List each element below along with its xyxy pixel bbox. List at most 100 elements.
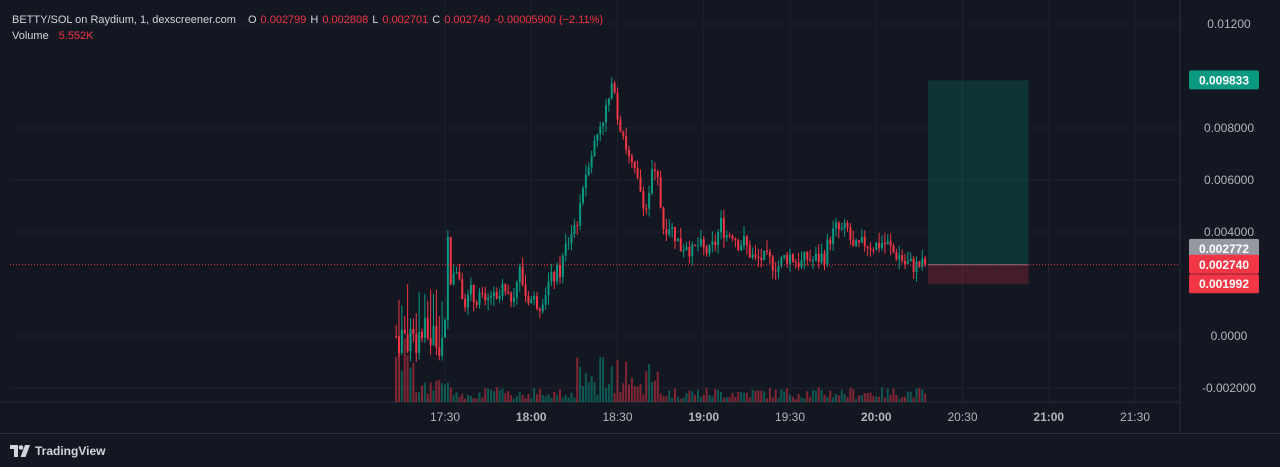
price-axis[interactable]: 0.01200 0.008000 0.006000 0.004000 0.0000 -0.… <box>1189 17 1259 395</box>
volume-bar <box>921 389 924 402</box>
candle-body <box>780 257 783 267</box>
volume-bar <box>610 366 613 402</box>
volume-bar <box>398 345 400 402</box>
candle-body <box>444 320 446 338</box>
candle-body <box>743 236 745 246</box>
volume-bar <box>697 389 699 402</box>
candle-body <box>515 282 518 298</box>
tradingview-logo[interactable]: TradingView <box>10 444 105 458</box>
price-tick-label: 0.01200 <box>1207 17 1251 31</box>
candle-body <box>530 299 533 304</box>
volume-bar <box>613 393 616 402</box>
candle-body <box>912 258 915 272</box>
volume-bar <box>774 389 777 402</box>
candle-body <box>599 126 602 134</box>
symbol-title[interactable]: BETTY/SOL on Raydium, 1, dexscreener.com <box>12 14 236 26</box>
volume-bar <box>418 392 421 402</box>
candle-body <box>921 258 924 267</box>
volume-bar <box>835 393 837 402</box>
volume-bar <box>725 397 728 402</box>
volume-bar <box>754 391 757 402</box>
volume-bar <box>760 390 763 402</box>
candle-body <box>461 279 464 299</box>
volume-bar <box>866 393 869 402</box>
candle-body <box>469 284 472 295</box>
candle-body <box>826 239 829 265</box>
candlestick-series <box>395 77 927 363</box>
volume-bar <box>633 386 636 402</box>
volume-bar <box>561 397 564 402</box>
candle-body <box>679 238 682 252</box>
tradingview-icon <box>10 444 30 457</box>
candle-body <box>691 244 694 257</box>
candle-body <box>564 243 567 256</box>
volume-bar <box>564 394 567 402</box>
volume-bar <box>846 396 849 402</box>
price-tick-label: -0.002000 <box>1202 381 1256 395</box>
volume-bar <box>915 388 918 402</box>
volume-bar <box>423 382 426 402</box>
candle-body <box>423 317 426 338</box>
volume-bar <box>628 384 630 402</box>
candle-body <box>809 259 812 261</box>
candle-body <box>607 98 610 106</box>
volume-bar <box>783 391 786 402</box>
volume-bar <box>694 395 697 402</box>
volume-bar <box>645 371 648 402</box>
volume-bar <box>567 397 570 402</box>
candle-body <box>892 245 895 253</box>
candle-body <box>904 260 906 264</box>
volume-bar <box>814 390 817 402</box>
candle-body <box>731 235 734 239</box>
volume-bar <box>513 398 515 402</box>
candle-body <box>533 296 536 300</box>
candle-body <box>717 232 720 246</box>
candle-body <box>883 242 886 245</box>
candle-body <box>561 255 564 278</box>
candle-body <box>671 226 674 229</box>
volume-bar <box>895 395 898 402</box>
candle-body <box>510 293 513 302</box>
candle-body <box>754 254 757 257</box>
candle-body <box>840 228 843 230</box>
volume-bar <box>533 388 536 402</box>
candle-body <box>518 266 521 283</box>
volume-bar <box>889 394 892 402</box>
volume-bar <box>444 384 446 402</box>
candle-body <box>630 156 633 162</box>
long-position-tool[interactable] <box>928 80 1029 285</box>
volume-bar <box>573 397 576 402</box>
volume-bar <box>605 387 607 402</box>
candle-body <box>869 247 872 250</box>
volume-bar <box>501 388 504 402</box>
time-tick-label: 17:30 <box>430 410 460 424</box>
open-label: O <box>247 14 257 26</box>
volume-bar <box>593 381 596 402</box>
volume-bar <box>711 396 714 402</box>
volume-bar <box>639 384 642 402</box>
volume-bar <box>400 370 403 402</box>
volume-bar <box>538 388 541 402</box>
chart-legend: BETTY/SOL on Raydium, 1, dexscreener.com… <box>12 12 603 44</box>
volume-bar <box>912 397 915 402</box>
candle-body <box>702 239 705 248</box>
candle-body <box>406 333 409 352</box>
volume-bar <box>630 377 633 402</box>
volume-bar <box>441 383 444 402</box>
candle-body <box>906 261 909 264</box>
candle-body <box>895 252 898 260</box>
volume-bar <box>530 398 533 402</box>
volume-bar <box>863 393 866 402</box>
volume-bar <box>484 388 487 402</box>
candle-body <box>829 239 832 244</box>
volume-bar <box>504 393 507 402</box>
candle-body <box>806 252 809 260</box>
volume-bar <box>510 395 513 402</box>
candle-body <box>901 255 904 261</box>
candle-body <box>740 245 743 251</box>
time-axis[interactable]: 17:30 18:00 18:30 19:00 19:30 20:00 20:30 21:00… <box>430 410 1150 424</box>
volume-bar <box>582 386 584 402</box>
volume-bar <box>751 389 754 402</box>
candle-body <box>852 240 855 246</box>
